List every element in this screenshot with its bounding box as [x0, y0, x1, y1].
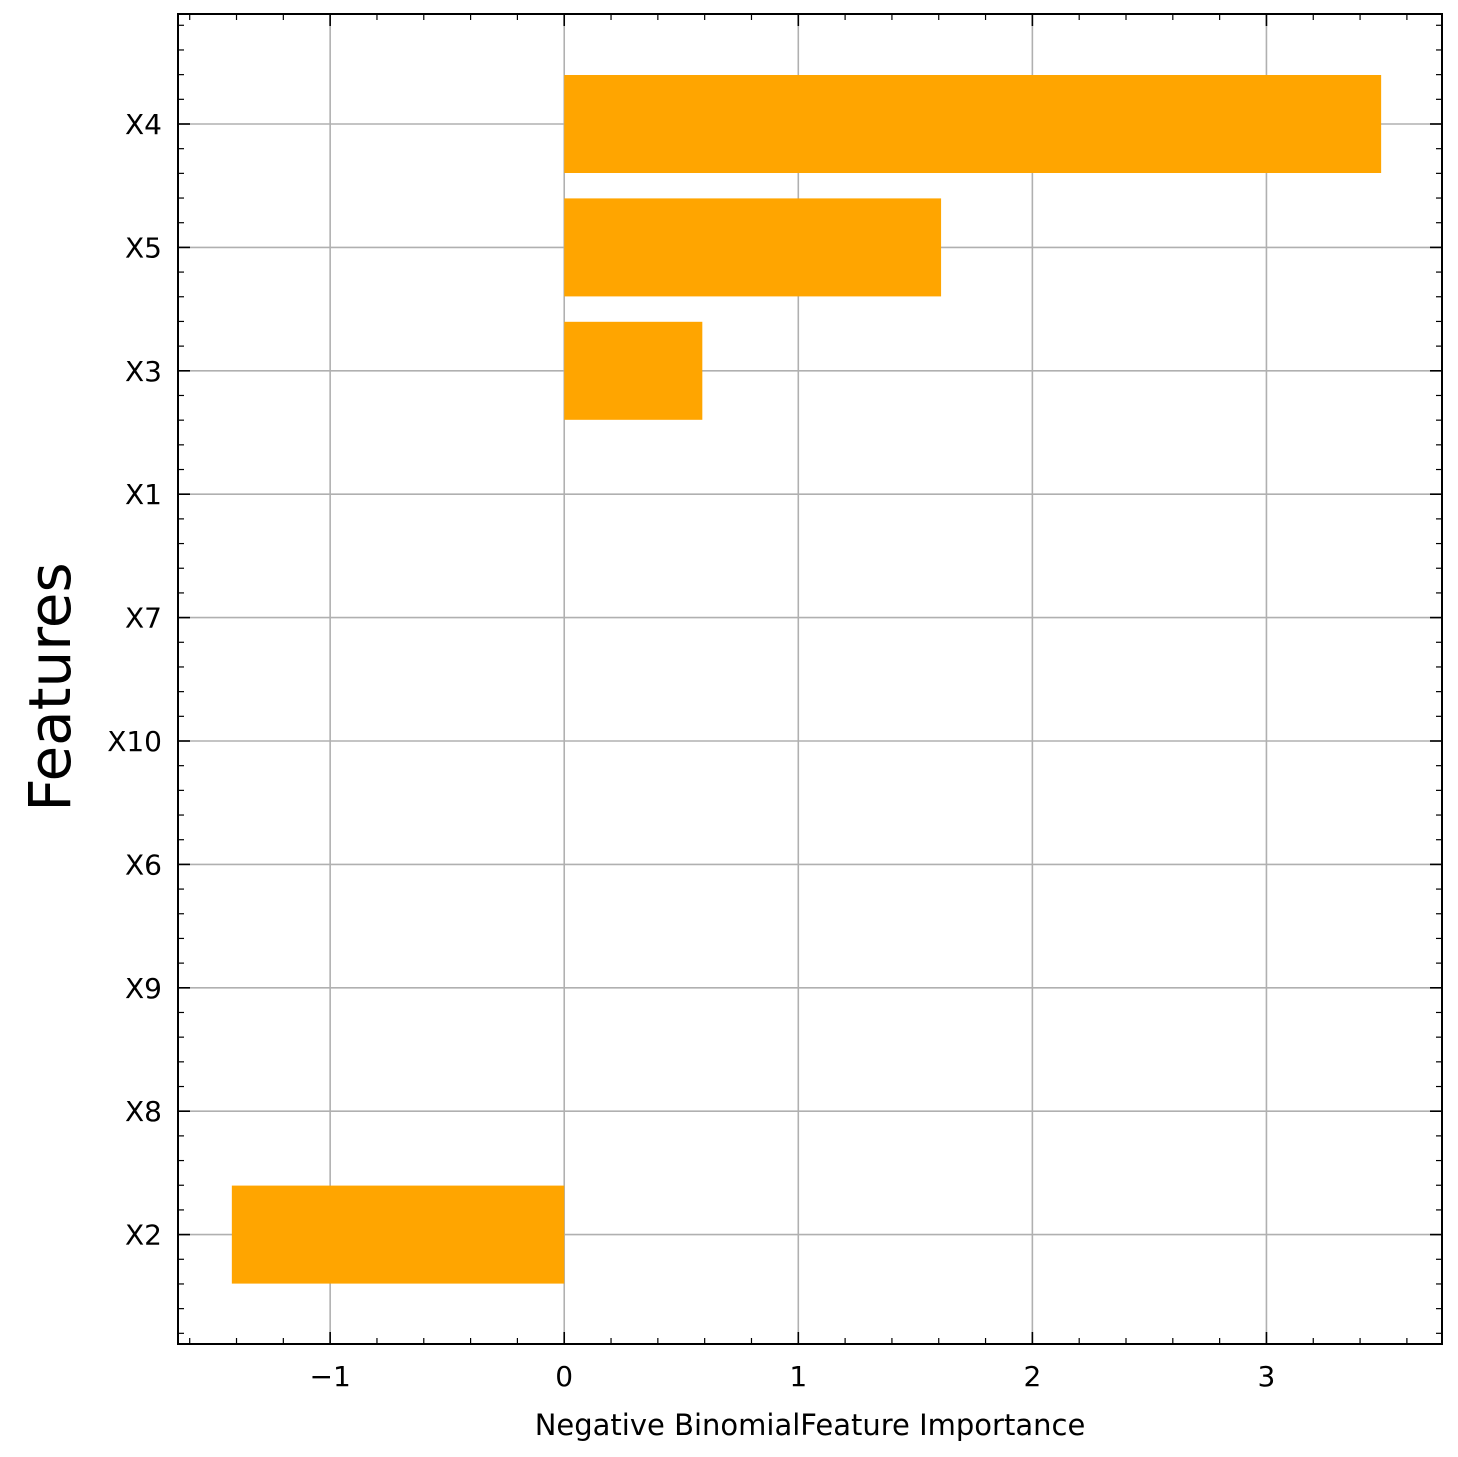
x-tick-label: 0 [555, 1360, 573, 1393]
bars [231, 75, 1382, 1284]
x-tick-label: 2 [1023, 1360, 1041, 1393]
plot-frame [177, 13, 1443, 1345]
y-tick-label-x9: X9 [125, 972, 162, 1005]
ticks [178, 14, 1442, 1344]
x-axis-label: Negative BinomialFeature Importance [535, 1408, 1086, 1442]
y-axis-label: Features [16, 562, 84, 811]
y-tick-label-x10: X10 [107, 725, 162, 758]
bar-x3 [564, 321, 703, 420]
y-tick-label-x8: X8 [125, 1095, 162, 1128]
y-tick-label-x7: X7 [125, 602, 162, 635]
bar-x4 [564, 75, 1382, 173]
y-tick-label-x6: X6 [125, 848, 162, 881]
x-tick-label: 1 [789, 1360, 807, 1393]
bar-x5 [564, 198, 942, 297]
x-tick-label: 3 [1258, 1360, 1276, 1393]
y-tick-label-x5: X5 [125, 231, 162, 264]
y-tick-label-x4: X4 [125, 108, 162, 141]
x-tick-label: −1 [310, 1360, 351, 1393]
bar-x2 [231, 1185, 565, 1284]
y-tick-label-x2: X2 [125, 1219, 162, 1252]
y-tick-label-x1: X1 [125, 478, 162, 511]
y-tick-label-x3: X3 [125, 355, 162, 388]
tick-labels: −1 0 1 2 3 X4 X5 X3 X1 X7 X10 X6 X9 X8 X2 [107, 108, 1275, 1393]
